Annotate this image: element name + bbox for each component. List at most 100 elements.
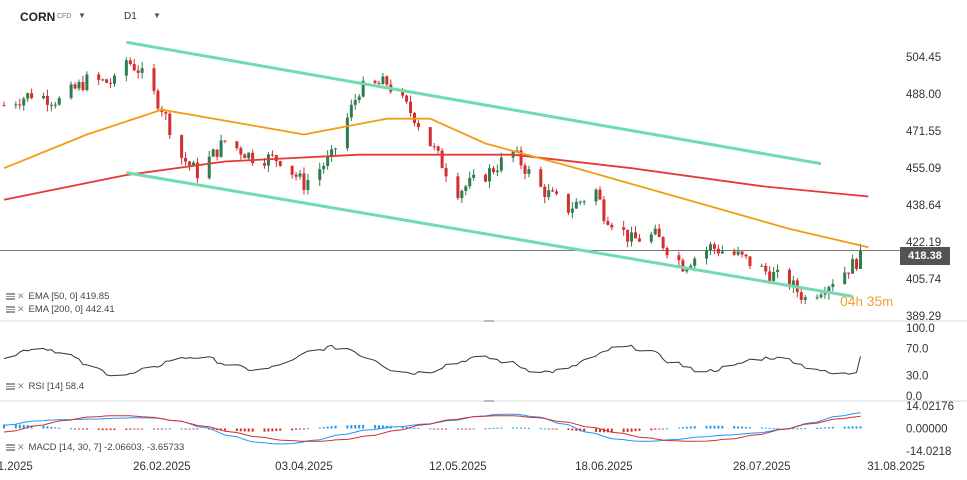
candle-body (527, 169, 531, 174)
macd-bar (413, 427, 416, 429)
rsi-line (3, 344, 861, 377)
macd-bar (768, 427, 771, 429)
macd-bar (764, 427, 767, 429)
candle-body (357, 96, 361, 101)
macd-bar (267, 428, 270, 432)
macd-bar (717, 425, 720, 429)
macd-bar (598, 428, 601, 433)
macd-bar (622, 428, 625, 433)
macd-bar (192, 428, 195, 430)
macd-bar (164, 428, 167, 430)
candle-body (705, 250, 709, 259)
macd-bar (354, 424, 357, 429)
candle-body (791, 280, 795, 288)
legend-settings-icon[interactable]: ✕ (6, 442, 25, 453)
ema50-legend[interactable]: ✕ EMA [50, 0] 419.85 (6, 291, 109, 302)
candle-body (416, 123, 420, 128)
macd-bar (626, 428, 629, 432)
legend-settings-icon[interactable]: ✕ (6, 304, 25, 315)
symbol-dropdown-icon[interactable]: ▼ (78, 11, 86, 20)
candle-body (716, 248, 720, 254)
candle-body (195, 162, 199, 179)
macd-bar (843, 426, 846, 429)
candle-body (132, 64, 136, 71)
candle-body (681, 260, 685, 272)
macd-bar (291, 428, 294, 431)
candle-body (677, 255, 681, 261)
legend-settings-icon[interactable]: ✕ (6, 291, 25, 302)
price-axis-tick: 389.29 (906, 311, 941, 323)
chart-toolbar: CORN CFD ▼ D1 ▼ (0, 0, 967, 28)
macd-bar (97, 428, 100, 430)
macd-bar (299, 428, 302, 430)
candle-body (472, 174, 476, 178)
channel-lower-line (126, 171, 853, 298)
macd-bar (488, 428, 491, 430)
macd-bar (208, 428, 211, 430)
candle-body (235, 141, 239, 149)
countdown-m-unit: m (882, 294, 894, 309)
candle-body (760, 265, 764, 267)
macd-bar (251, 428, 254, 432)
candle-body (622, 227, 626, 230)
macd-bar (662, 428, 665, 430)
ema200-legend[interactable]: ✕ EMA [200, 0] 442.41 (6, 304, 115, 315)
candle-body (787, 269, 791, 288)
candle-body (18, 104, 22, 106)
rsi-axis-tick: 30.0 (906, 371, 928, 383)
macd-bar (685, 426, 688, 429)
candle-body (460, 190, 464, 199)
macd-bar (180, 428, 183, 430)
timeframe-label[interactable]: D1 (124, 11, 137, 22)
timeframe-dropdown-icon[interactable]: ▼ (153, 11, 161, 20)
macd-bar (85, 428, 88, 430)
macd-bar (101, 428, 104, 431)
candle-body (191, 162, 195, 166)
macd-bar (330, 426, 333, 429)
rsi-axis-tick: 100.0 (906, 323, 935, 335)
candle-body (128, 60, 132, 65)
candle-body (574, 201, 578, 209)
candle-body (69, 84, 73, 99)
macd-bar (827, 427, 830, 429)
macd-bar (776, 428, 779, 430)
rsi-legend-text: RSI [14] 58.4 (28, 381, 84, 392)
macd-bar (22, 424, 25, 429)
macd-bar (362, 424, 365, 429)
macd-bar (539, 428, 542, 430)
macd-bar (464, 428, 467, 430)
macd-bar (160, 428, 163, 430)
candle-body (768, 271, 772, 281)
macd-bar (81, 428, 84, 430)
candle-body (113, 75, 117, 84)
candle-body (440, 150, 444, 169)
candle-body (657, 228, 661, 238)
candle-body (97, 74, 101, 80)
candle-body (326, 156, 330, 167)
candle-body (547, 190, 551, 197)
candle-body (539, 169, 543, 187)
macd-bar (113, 428, 116, 430)
candle-body (57, 98, 61, 105)
candle-body (77, 81, 81, 89)
rsi-legend[interactable]: ✕ RSI [14] 58.4 (6, 381, 84, 392)
candle-body (278, 161, 282, 166)
macd-axis-tick: -14.0218 (906, 446, 951, 458)
macd-bar (567, 428, 570, 431)
macd-bar (575, 428, 578, 431)
macd-bar (859, 426, 862, 429)
date-axis-tick: 17.01.2025 (0, 461, 33, 473)
macd-bar (709, 425, 712, 429)
macd-bar (235, 428, 238, 432)
candle-body (409, 101, 413, 113)
candle-body (843, 272, 847, 285)
candle-body (26, 93, 30, 99)
legend-settings-icon[interactable]: ✕ (6, 381, 25, 392)
macd-bar (306, 428, 309, 430)
symbol-label[interactable]: CORN (20, 10, 56, 24)
macd-bar (733, 426, 736, 429)
candle-countdown: 04h 35m (840, 293, 893, 309)
macd-legend[interactable]: ✕ MACD [14, 30, 7] -2.06603, -3.65733 (6, 442, 184, 453)
macd-bar (484, 428, 487, 430)
